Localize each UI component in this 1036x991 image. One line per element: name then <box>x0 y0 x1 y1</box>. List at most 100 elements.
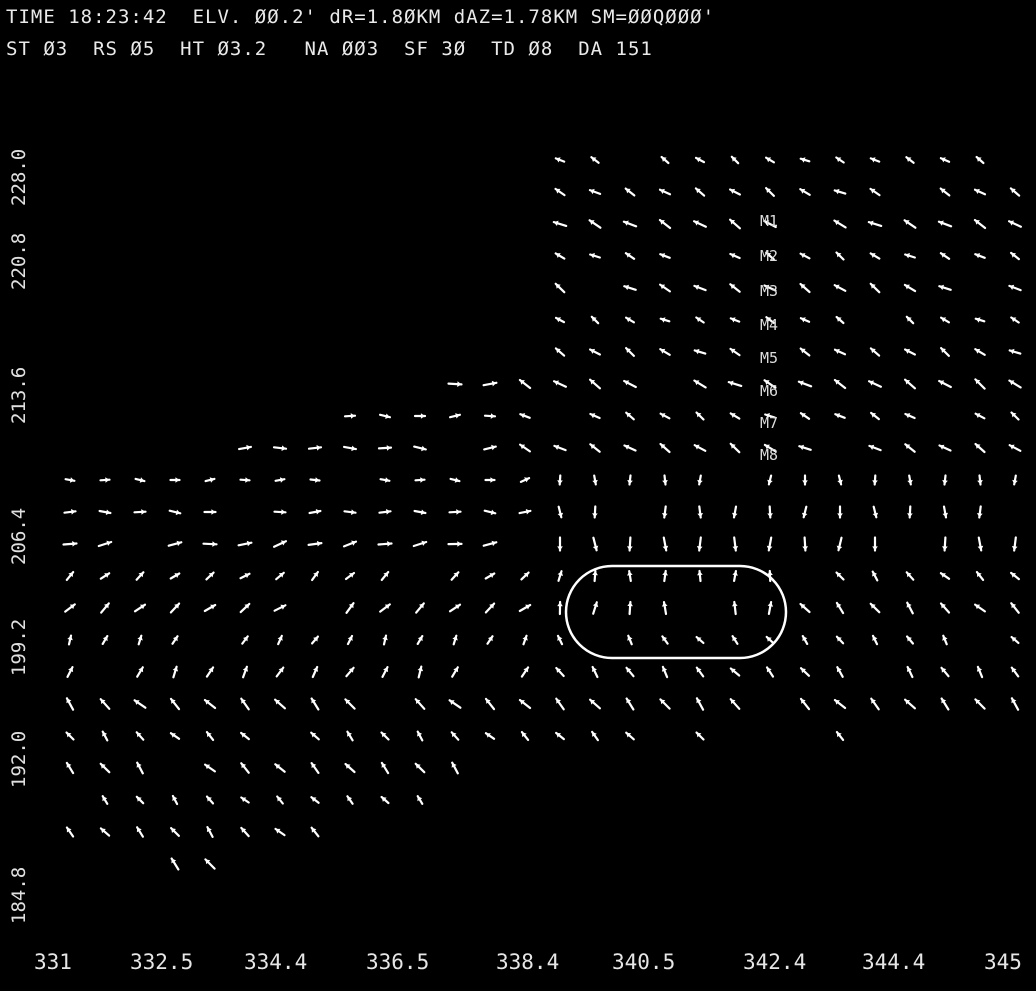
vector-arrow-head <box>386 445 391 451</box>
vector-arrow-head <box>942 512 948 518</box>
vector-arrow-head <box>556 317 561 323</box>
vector-arrow-head <box>800 604 806 609</box>
vector-arrow-head <box>519 700 525 705</box>
vector-arrow-head <box>764 284 770 290</box>
vector-arrow-head <box>383 572 389 578</box>
vector-arrow-head <box>694 220 699 226</box>
vector-arrow-head <box>696 412 702 418</box>
y-tick-206: 206.4 <box>8 507 30 565</box>
vector-arrow-head <box>175 477 180 483</box>
vector-arrow-head <box>592 602 599 608</box>
vector-arrow-head <box>802 636 808 642</box>
vector-arrow-head <box>836 252 842 258</box>
vector-arrows <box>62 155 1023 871</box>
vector-arrow-head <box>347 636 353 641</box>
vector-arrow-head <box>451 732 457 738</box>
vector-arrow-head <box>345 764 351 769</box>
vector-arrow-head <box>417 666 424 672</box>
vector-arrow-head <box>871 412 876 418</box>
vector-arrow-head <box>870 188 876 194</box>
vector-arrow-head <box>764 444 770 450</box>
vector-arrow-head <box>836 667 842 673</box>
vector-arrow-head <box>767 571 773 576</box>
vector-arrow-head <box>767 479 773 485</box>
vector-arrow-head <box>766 667 772 673</box>
vector-arrow-head <box>975 188 980 194</box>
vector-arrow-head <box>731 156 737 162</box>
vector-arrow-head <box>246 444 251 451</box>
vector-arrow-head <box>592 545 599 551</box>
vector-arrow-head <box>696 546 703 551</box>
vector-arrow-head <box>311 732 317 738</box>
vector-arrow-head <box>592 731 597 737</box>
vector-arrow-head <box>1009 348 1015 355</box>
vector-arrow-head <box>522 635 528 641</box>
vector-arrow-head <box>557 602 563 607</box>
vector-arrow-head <box>767 513 773 518</box>
vector-arrow-head <box>836 636 842 642</box>
vector-arrow-head <box>660 348 666 354</box>
vector-arrow-head <box>907 636 912 642</box>
vector-arrow-head <box>347 796 353 802</box>
vector-arrow-head <box>834 188 840 195</box>
vector-arrow-head <box>975 413 981 419</box>
vector-arrow-head <box>421 540 427 546</box>
vector-arrow-head <box>837 513 843 518</box>
vector-arrow-head <box>800 317 806 323</box>
vector-arrow-head <box>730 699 736 705</box>
vector-arrow-head <box>591 667 597 672</box>
vector-arrow-head <box>626 348 631 353</box>
marker-m1: M1 <box>760 212 779 230</box>
vector-arrow-head <box>489 603 495 609</box>
vector-arrow-head <box>348 603 354 609</box>
vector-arrow-head <box>241 698 246 704</box>
vector-arrow-head <box>730 443 736 449</box>
x-tick-344-4: 344.4 <box>862 950 926 974</box>
vector-arrow-head <box>905 379 911 385</box>
vector-arrow-head <box>941 698 947 704</box>
header-line-time: TIME 18:23:42 ELV. ØØ.2' dR=1.8ØKM dAZ=1… <box>6 6 716 28</box>
vector-arrow-head <box>1009 220 1014 226</box>
vector-arrow-head <box>206 827 212 833</box>
vector-arrow-head <box>660 413 666 419</box>
x-tick-336-5: 336.5 <box>366 950 430 974</box>
vector-arrow-head <box>800 157 806 163</box>
vector-arrow-head <box>694 380 700 386</box>
vector-arrow-head <box>454 477 460 483</box>
vector-arrow-head <box>976 666 983 672</box>
vector-arrow-head <box>205 764 211 770</box>
vector-arrow-head <box>939 444 945 450</box>
vector-arrow-head <box>345 699 351 705</box>
vector-arrow-head <box>696 317 702 323</box>
vector-arrow-head <box>171 858 177 864</box>
vector-arrow-head <box>420 477 425 483</box>
vector-arrow-head <box>696 157 701 163</box>
vector-arrow-head <box>590 348 596 354</box>
vector-arrow-head <box>525 604 531 610</box>
vector-arrow-head <box>1011 412 1017 418</box>
vector-arrow-head <box>798 380 804 386</box>
vector-arrow-head <box>555 348 561 354</box>
vector-arrow-head <box>730 188 736 194</box>
vector-arrow-head <box>415 699 421 705</box>
vector-arrow-head <box>624 444 630 450</box>
vector-arrow-head <box>521 732 527 738</box>
vector-arrow-head <box>590 444 596 450</box>
vector-arrow-head <box>387 541 392 547</box>
vector-arrow-head <box>766 188 771 193</box>
vector-arrow-head <box>382 635 388 641</box>
vector-arrow-head <box>311 698 317 704</box>
vector-arrow-head <box>1011 637 1017 642</box>
vector-arrow-head <box>174 603 180 609</box>
vector-arrow-head <box>384 477 390 483</box>
vector-arrow-head <box>872 546 878 551</box>
vector-arrow-head <box>938 220 944 226</box>
vector-arrow-head <box>837 479 843 485</box>
marker-m4: M4 <box>760 316 779 334</box>
vector-arrow-head <box>695 188 701 194</box>
vector-arrow-head <box>589 220 595 225</box>
vector-arrow-head <box>1010 188 1016 194</box>
vector-arrow-head <box>211 509 216 515</box>
vector-arrow-head <box>942 546 948 551</box>
